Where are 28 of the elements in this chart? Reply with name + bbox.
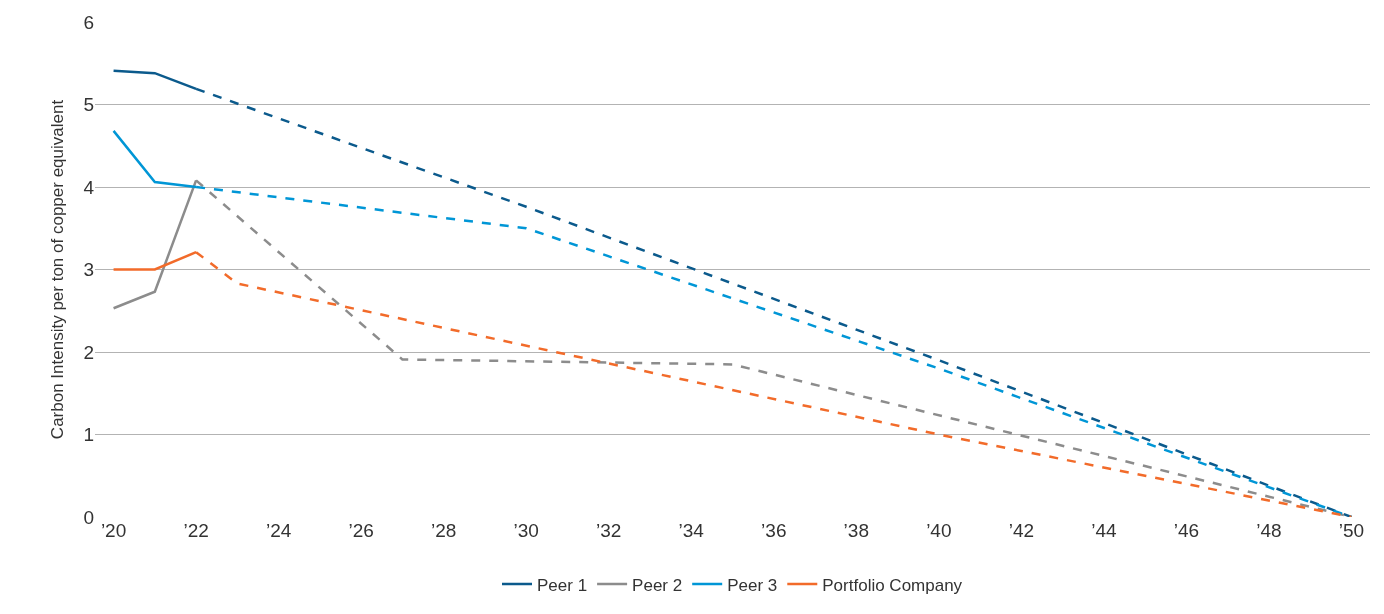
y-tick-label: 0 — [83, 506, 94, 528]
x-tick-label: ’30 — [513, 520, 539, 541]
x-tick-label: ’36 — [761, 520, 787, 541]
x-tick-label: ’26 — [348, 520, 374, 541]
legend-label: Portfolio Company — [822, 575, 963, 595]
legend-label: Peer 3 — [727, 575, 778, 595]
x-tick-label: ’50 — [1338, 520, 1365, 541]
y-axis-title: Carbon Intensity per ton of copper equivalent — [47, 99, 67, 440]
x-tick-label: ’24 — [265, 520, 292, 541]
y-tick-label: 6 — [83, 11, 94, 33]
y-tick-label: 3 — [83, 259, 94, 281]
x-tick-label: ’32 — [596, 520, 622, 541]
x-tick-label: ’28 — [430, 520, 457, 541]
legend-label: Peer 1 — [537, 575, 588, 595]
x-tick-label: ’40 — [926, 520, 952, 541]
y-tick-label: 5 — [83, 94, 94, 116]
y-tick-label: 4 — [83, 176, 95, 198]
x-tick-label: ’48 — [1256, 520, 1282, 541]
legend-label: Peer 2 — [632, 575, 683, 595]
x-tick-label: ’22 — [183, 520, 209, 541]
x-tick-label: ’38 — [843, 520, 869, 541]
y-tick-label: 1 — [83, 424, 94, 446]
x-tick-label: ’42 — [1008, 520, 1035, 541]
y-tick-label: 2 — [83, 341, 94, 363]
x-tick-label: ’34 — [678, 520, 705, 541]
x-tick-label: ’20 — [100, 520, 127, 541]
x-tick-label: ’46 — [1173, 520, 1200, 541]
x-tick-label: ’44 — [1091, 520, 1117, 541]
